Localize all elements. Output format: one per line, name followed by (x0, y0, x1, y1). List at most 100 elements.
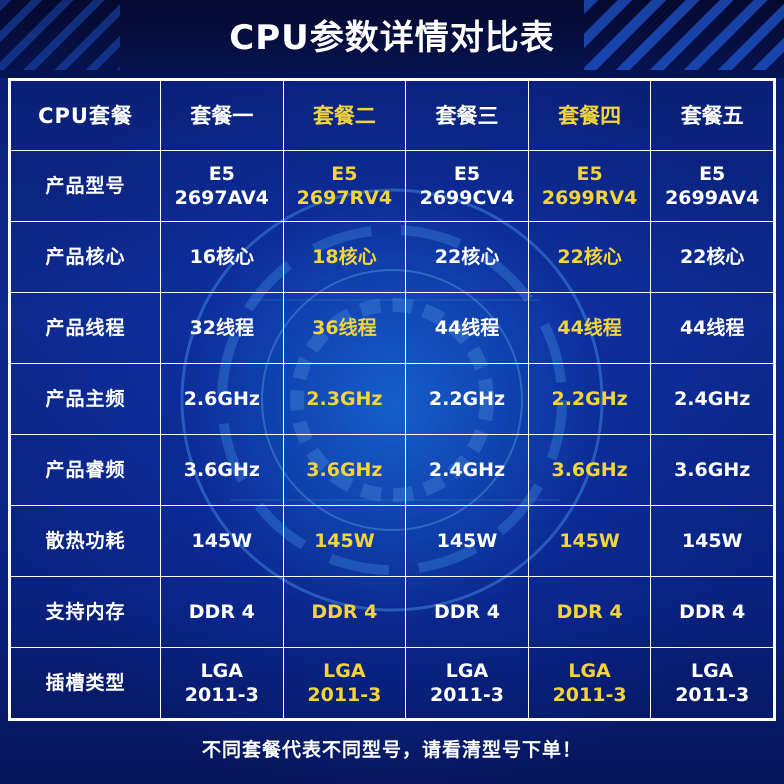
cell-text: 2697AV4 (174, 187, 269, 209)
table-row: 产品型号 E5 2697AV4 E5 2697RV4 E5 2699CV4 E5 2699RV4… (10, 150, 774, 222)
cell-text: 2.3GHz (306, 388, 383, 410)
table-cell: E5 2699CV4 (405, 150, 529, 222)
table-cell: 145W (160, 505, 284, 577)
cell-text: E5 (576, 163, 603, 185)
cell-text: 145W (559, 530, 620, 552)
table-cell: 2.4GHz (650, 363, 774, 435)
table-cell: DDR 4 (282, 576, 407, 648)
table-cell: 22核心 (527, 221, 652, 293)
column-header: 套餐一 (160, 80, 284, 151)
cell-text: 3.6GHz (551, 459, 628, 481)
row-label: 产品睿频 (10, 434, 161, 506)
cell-text: E5 (331, 163, 358, 185)
table-cell: 2.4GHz (405, 434, 529, 506)
table-body: CPU套餐 套餐一 套餐二 套餐三 套餐四 套餐五 产品型号 E5 2697AV4 E… (10, 80, 774, 719)
table-cell: DDR 4 (405, 576, 529, 648)
column-header: 套餐二 (282, 80, 407, 151)
cell-text: 44线程 (434, 317, 500, 339)
cell-text: 22核心 (557, 246, 622, 268)
table-row: 产品睿频 3.6GHz 3.6GHz 2.4GHz 3.6GHz 3.6GHz (10, 434, 774, 506)
cell-text: 32线程 (189, 317, 255, 339)
table-cell: E5 2699AV4 (650, 150, 774, 222)
cell-text: DDR 4 (679, 601, 746, 623)
table-cell: DDR 4 (650, 576, 774, 648)
cell-text: 145W (191, 530, 253, 552)
table-cell: 3.6GHz (282, 434, 407, 506)
cell-text: 3.6GHz (674, 459, 751, 481)
table-cell: LGA 2011-3 (405, 647, 529, 719)
comparison-table: CPU套餐 套餐一 套餐二 套餐三 套餐四 套餐五 产品型号 E5 2697AV4 E… (10, 80, 774, 719)
table-cell: E5 2697AV4 (160, 150, 284, 222)
comparison-table-frame: CPU套餐 套餐一 套餐二 套餐三 套餐四 套餐五 产品型号 E5 2697AV4 E… (8, 78, 776, 721)
decorative-stripes-right (584, 0, 784, 70)
cell-text: LGA (690, 660, 734, 682)
cell-text: LGA (323, 660, 366, 682)
row-label: 插槽类型 (10, 647, 161, 719)
table-row: 支持内存 DDR 4 DDR 4 DDR 4 DDR 4 DDR 4 (10, 576, 774, 648)
cell-text: 3.6GHz (183, 459, 260, 481)
cell-text: 2011-3 (675, 684, 750, 706)
table-cell: 16核心 (160, 221, 284, 293)
cell-text: 2.4GHz (428, 459, 506, 481)
cell-text: 2.2GHz (428, 388, 506, 410)
cell-text: 3.6GHz (306, 459, 383, 481)
table-cell: 2.6GHz (160, 363, 284, 435)
cell-text: DDR 4 (311, 601, 378, 623)
row-label: 产品主频 (10, 363, 161, 435)
cell-text: 36线程 (312, 317, 377, 339)
row-label: 散热功耗 (10, 505, 161, 577)
table-cell: 2.2GHz (527, 363, 652, 435)
cell-text: 145W (314, 530, 375, 552)
table-cell: 44线程 (405, 292, 529, 364)
table-row: 散热功耗 145W 145W 145W 145W 145W (10, 505, 774, 577)
decorative-stripes-left (0, 0, 120, 70)
table-cell: E5 2697RV4 (282, 150, 407, 222)
footer-notice: 不同套餐代表不同型号，请看清型号下单！ (201, 739, 582, 761)
table-row: 产品主频 2.6GHz 2.3GHz 2.2GHz 2.2GHz 2.4GHz (10, 363, 774, 435)
row-label: 支持内存 (10, 576, 161, 648)
table-cell: LGA 2011-3 (160, 647, 284, 719)
table-row: 插槽类型 LGA 2011-3 LGA 2011-3 LGA 2011-3 LGA 2011-3… (10, 647, 774, 719)
cell-text: 2011-3 (307, 684, 382, 706)
cell-text: 2011-3 (552, 684, 627, 706)
page-title: CPU参数详情对比表 (229, 18, 555, 58)
cell-text: DDR 4 (433, 601, 500, 623)
table-cell: 3.6GHz (650, 434, 774, 506)
table-cell: 22核心 (650, 221, 774, 293)
cell-text: 44线程 (557, 317, 622, 339)
row-label: 产品型号 (10, 150, 161, 222)
table-cell: 145W (527, 505, 652, 577)
table-cell: DDR 4 (527, 576, 652, 648)
table-cell: 36线程 (282, 292, 407, 364)
table-cell: 145W (405, 505, 529, 577)
cell-text: 2.4GHz (674, 388, 751, 410)
table-header-row: CPU套餐 套餐一 套餐二 套餐三 套餐四 套餐五 (10, 80, 774, 151)
cell-text: 44线程 (679, 317, 745, 339)
cell-text: 18核心 (312, 246, 377, 268)
cell-text: 145W (436, 530, 498, 552)
cell-text: 2.2GHz (551, 388, 628, 410)
column-header: 套餐四 (527, 80, 652, 151)
cell-text: DDR 4 (188, 601, 255, 623)
cell-text: 22核心 (434, 246, 500, 268)
table-cell: LGA 2011-3 (527, 647, 652, 719)
table-cell: 22核心 (405, 221, 529, 293)
table-cell: 145W (282, 505, 407, 577)
cell-text: 2697RV4 (296, 187, 393, 209)
cell-text: LGA (568, 660, 611, 682)
table-cell: 18核心 (282, 221, 407, 293)
cell-text: 2699CV4 (419, 187, 515, 209)
cell-text: 22核心 (679, 246, 745, 268)
cell-text: LGA (445, 660, 489, 682)
table-cell: 2.2GHz (405, 363, 529, 435)
cell-text: DDR 4 (556, 601, 623, 623)
table-cell: LGA 2011-3 (650, 647, 774, 719)
table-cell: 3.6GHz (527, 434, 652, 506)
column-header: 套餐五 (650, 80, 774, 151)
table-row: 产品核心 16核心 18核心 22核心 22核心 22核心 (10, 221, 774, 293)
cell-text: 16核心 (189, 246, 255, 268)
table-cell: 32线程 (160, 292, 284, 364)
table-cell: LGA 2011-3 (282, 647, 407, 719)
cell-text: E5 (208, 163, 235, 185)
